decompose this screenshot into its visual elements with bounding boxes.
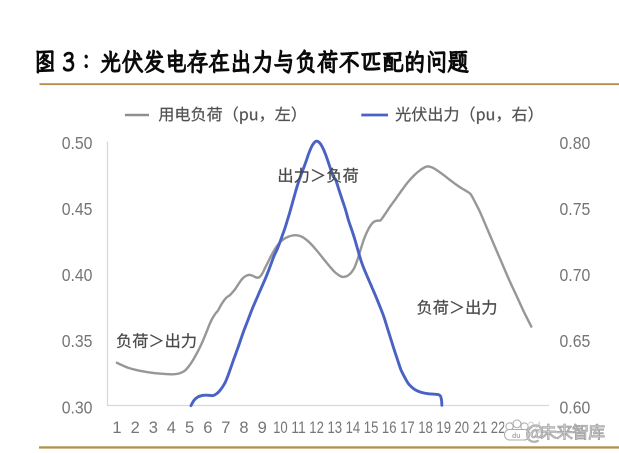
svg-text:1: 1: [112, 419, 121, 437]
svg-text:17: 17: [400, 419, 415, 437]
svg-text:7: 7: [221, 419, 230, 437]
svg-text:22: 22: [491, 419, 506, 437]
svg-text:11: 11: [291, 419, 306, 437]
svg-text:21: 21: [473, 419, 488, 437]
svg-text:9: 9: [258, 419, 267, 437]
svg-text:18: 18: [418, 419, 433, 437]
svg-text:10: 10: [273, 419, 288, 437]
svg-text:8: 8: [239, 419, 248, 437]
svg-text:14: 14: [346, 419, 361, 437]
svg-text:0.65: 0.65: [560, 331, 591, 351]
svg-text:15: 15: [364, 419, 379, 437]
svg-text:0.40: 0.40: [62, 265, 93, 285]
svg-text:13: 13: [328, 419, 343, 437]
svg-text:0.45: 0.45: [62, 199, 93, 219]
svg-text:du: du: [512, 433, 521, 440]
svg-text:4: 4: [167, 419, 176, 437]
svg-text:0.30: 0.30: [62, 397, 93, 417]
svg-text:16: 16: [382, 419, 397, 437]
svg-text:0.70: 0.70: [560, 265, 591, 285]
svg-text:20: 20: [455, 419, 470, 437]
svg-text:0.75: 0.75: [560, 199, 591, 219]
svg-text:0.50: 0.50: [62, 133, 93, 153]
svg-text:2: 2: [131, 419, 140, 437]
svg-text:0.80: 0.80: [560, 133, 591, 153]
svg-text:19: 19: [436, 419, 451, 437]
svg-text:0.35: 0.35: [62, 331, 93, 351]
svg-text:6: 6: [203, 419, 212, 437]
svg-text:12: 12: [309, 419, 324, 437]
svg-text:3: 3: [149, 419, 158, 437]
svg-text:0.60: 0.60: [560, 397, 591, 417]
svg-text:5: 5: [185, 419, 194, 437]
